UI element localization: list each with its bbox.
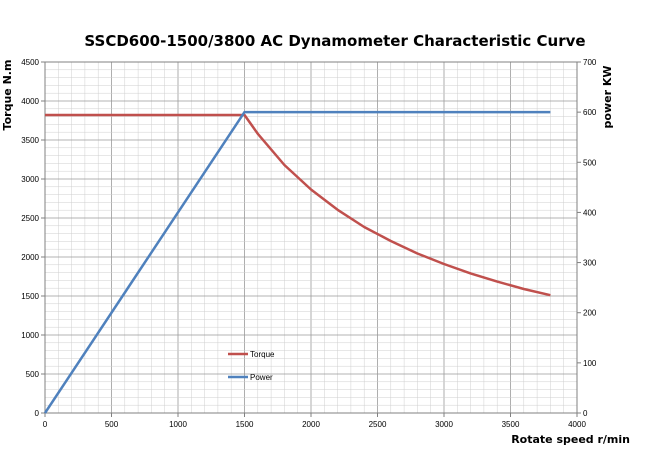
y-axis-left-title: Torque N.m	[1, 60, 14, 131]
y-left-tick-label: 1000	[21, 331, 39, 340]
x-tick-label: 3000	[435, 420, 453, 429]
axes: 0 500 1000 1500 2000 2500 3000 3500 400005001000…	[21, 58, 597, 429]
y-left-tick-label: 2000	[21, 253, 39, 262]
y-left-tick-label: 1500	[21, 292, 39, 301]
y-right-tick-label: 300	[583, 259, 597, 268]
y-right-tick-label: 400	[583, 208, 597, 217]
x-tick-label: 2000	[302, 420, 320, 429]
y-right-tick-label: 200	[583, 309, 597, 318]
x-tick-label: 1000	[169, 420, 187, 429]
y-left-tick-label: 3500	[21, 136, 39, 145]
legend-power-label: Power	[250, 373, 273, 382]
x-tick-label: 2500	[369, 420, 387, 429]
series-line-torque	[45, 113, 551, 297]
x-tick-label: 500	[105, 420, 119, 429]
x-axis-title: Rotate speed r/min	[511, 433, 630, 446]
y-right-tick-label: 100	[583, 359, 597, 368]
x-tick-label: 3500	[502, 420, 520, 429]
y-right-tick-label: 600	[583, 108, 597, 117]
x-tick-label: 1500	[236, 420, 254, 429]
series-line-power	[43, 110, 551, 414]
y-left-tick-label: 4000	[21, 97, 39, 106]
y-left-tick-label: 2500	[21, 214, 39, 223]
legend: Torque Power	[228, 350, 275, 382]
y-axis-right-title: power KW	[601, 66, 614, 129]
y-left-tick-label: 4500	[21, 58, 39, 67]
y-right-tick-label: 700	[583, 58, 597, 67]
x-tick-label: 4000	[568, 420, 586, 429]
y-right-tick-label: 0	[583, 409, 588, 418]
y-left-tick-label: 500	[26, 370, 40, 379]
series-layer	[43, 110, 551, 414]
chart-title: SSCD600-1500/3800 AC Dynamometer Charact…	[84, 32, 585, 50]
grid	[44, 61, 578, 414]
y-left-tick-label: 0	[35, 409, 40, 418]
y-right-tick-label: 500	[583, 158, 597, 167]
y-left-tick-label: 3000	[21, 175, 39, 184]
x-tick-label: 0	[43, 420, 48, 429]
legend-torque-label: Torque	[250, 350, 275, 359]
